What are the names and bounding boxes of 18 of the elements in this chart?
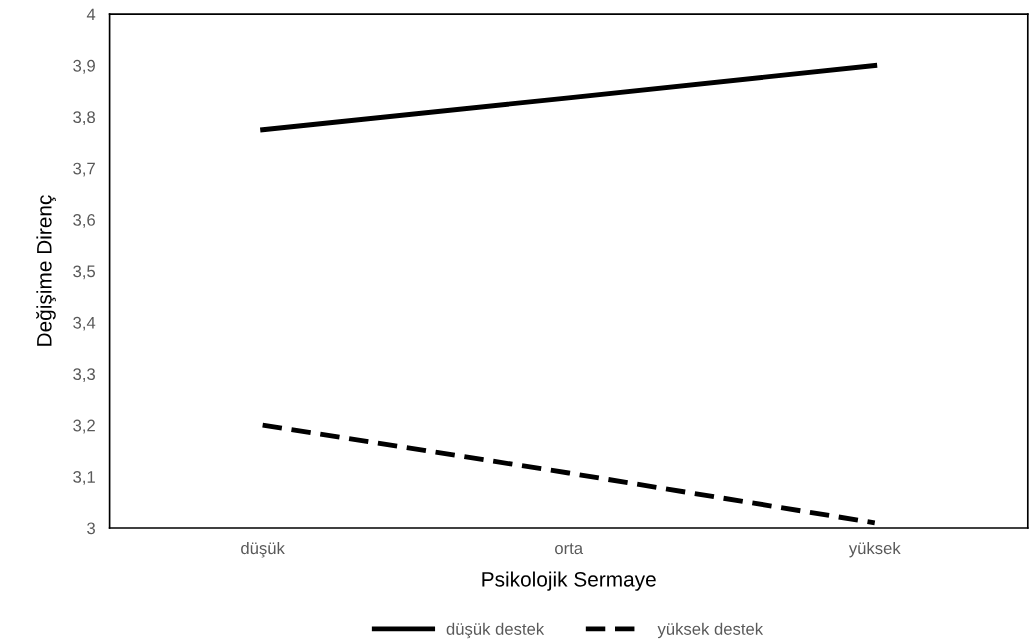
x-tick-label: orta (555, 543, 584, 555)
y-tick-label: 3,1 (73, 471, 95, 485)
y-tick-label: 3,5 (73, 265, 96, 280)
y-tick-label: 3 (87, 522, 95, 535)
x-tick-label: yüksek (848, 541, 901, 558)
y-tick-label: 3,7 (73, 162, 95, 177)
y-tick-label: 3,4 (73, 316, 96, 331)
y-tick-label: 4 (86, 8, 96, 21)
x-tick-label: düşük (241, 541, 285, 558)
y-tick-label: 3,6 (73, 214, 95, 228)
x-axis-title: Psikolojik Sermaye (482, 571, 656, 591)
y-axis-title: Değişime Direnç (36, 195, 56, 346)
y-tick-label: 3,8 (73, 111, 95, 126)
y-tick-label: 3,3 (73, 368, 95, 382)
legend-label: yüksek destek (657, 622, 764, 639)
y-tick-label: 3,2 (73, 419, 95, 434)
legend-label: düşük destek (446, 622, 545, 639)
y-tick-label: 3,9 (73, 59, 95, 74)
